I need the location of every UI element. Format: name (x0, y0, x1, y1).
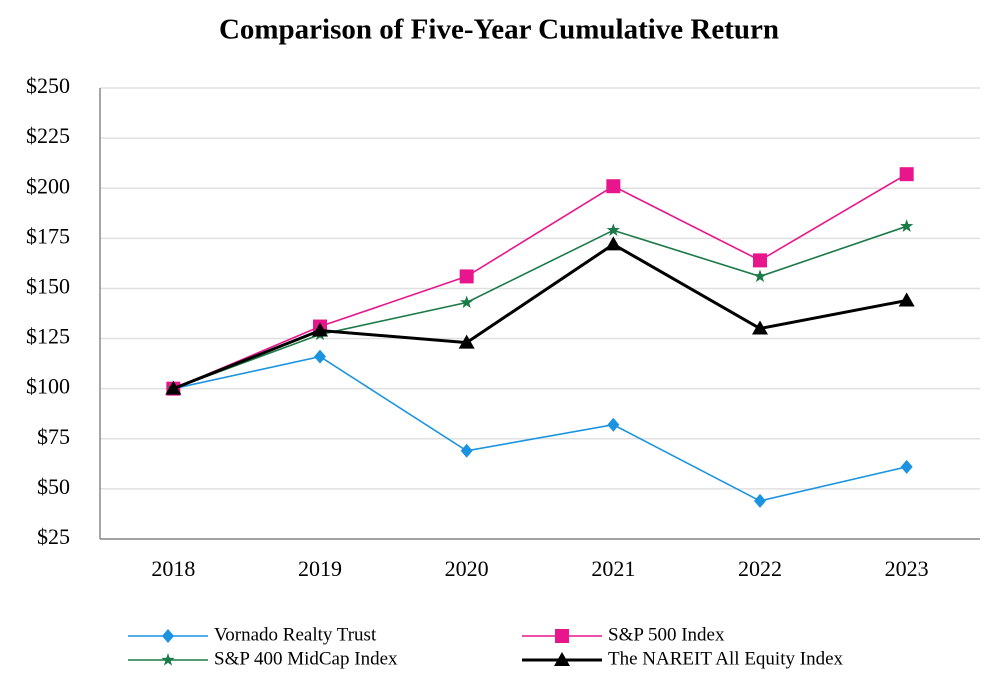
series-line (172, 242, 907, 391)
legend-label: S&P 400 MidCap Index (214, 648, 398, 669)
y-tick-label: $25 (37, 524, 70, 549)
y-tick-label: $75 (37, 424, 70, 449)
data-point (314, 349, 326, 364)
x-tick-label: 2023 (885, 556, 929, 581)
data-point (754, 493, 766, 508)
data-point (900, 219, 914, 232)
legend-marker (161, 653, 175, 666)
legend-label: Vornado Realty Trust (214, 624, 377, 645)
series-line (173, 225, 907, 390)
x-tick-label: 2019 (298, 556, 342, 581)
data-point (606, 223, 620, 236)
data-point (900, 459, 913, 474)
series-line (173, 355, 907, 502)
data-point (312, 322, 328, 337)
data-point (753, 269, 767, 283)
data-point (460, 295, 474, 309)
data-point (458, 334, 475, 349)
data-point (753, 253, 767, 268)
y-tick-label: $175 (26, 223, 70, 248)
data-point (899, 167, 914, 182)
x-tick-label: 2018 (151, 556, 195, 581)
x-tick-label: 2022 (738, 556, 782, 581)
data-point (607, 417, 620, 432)
x-tick-label: 2021 (591, 556, 635, 581)
series-line (173, 173, 908, 390)
data-point (165, 380, 182, 395)
legend-marker (555, 629, 569, 643)
y-tick-label: $200 (26, 173, 70, 198)
legend-label: The NAREIT All Equity Index (608, 648, 844, 669)
data-point (898, 292, 915, 307)
y-tick-label: $125 (26, 324, 70, 349)
y-tick-label: $150 (26, 273, 70, 298)
legend-marker (162, 629, 174, 643)
y-tick-label: $50 (37, 474, 70, 499)
grid (100, 87, 980, 540)
legend-marker (554, 652, 570, 666)
data-point (752, 320, 768, 335)
chart-title: Comparison of Five-Year Cumulative Retur… (219, 14, 779, 46)
x-tick-label: 2020 (445, 556, 489, 581)
y-tick-label: $250 (26, 73, 70, 98)
y-tick-label: $100 (26, 374, 70, 399)
data-point (606, 179, 621, 194)
data-point (460, 443, 473, 458)
y-tick-label: $225 (26, 123, 70, 148)
data-point (605, 236, 622, 251)
legend-label: S&P 500 Index (608, 624, 725, 645)
data-point (459, 269, 474, 284)
